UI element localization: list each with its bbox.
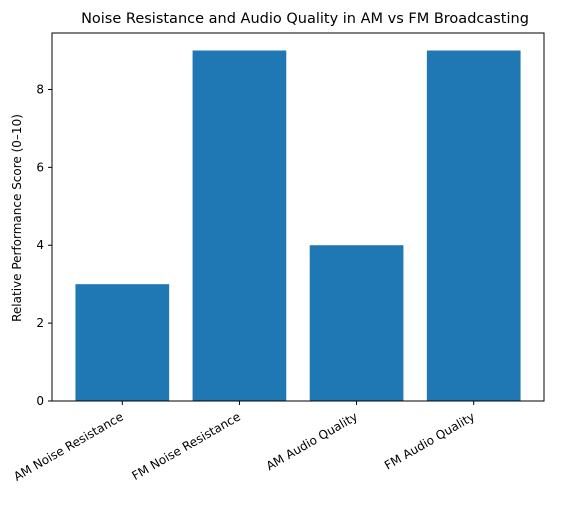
x-tick-label: FM Audio Quality [382,409,477,472]
y-axis: 0 2 4 6 8 [36,82,52,408]
y-axis-label: Relative Performance Score (0–10) [10,114,24,322]
y-tick-label: 8 [36,82,44,96]
y-tick-label: 4 [36,238,44,252]
bar-am-audio-quality [309,245,404,401]
bars-group [75,50,521,402]
y-tick-label: 6 [36,160,44,174]
x-tick-label: FM Noise Resistance [130,409,243,483]
x-tick-label: AM Noise Resistance [11,409,126,483]
bar-fm-noise-resistance [192,50,287,402]
bar-fm-audio-quality [426,50,521,402]
plot-frame [51,32,545,402]
y-tick-label: 2 [36,316,44,330]
y-tick-label: 0 [36,394,44,408]
bar-am-noise-resistance [75,284,170,401]
chart-title: Noise Resistance and Audio Quality in AM… [81,11,529,27]
x-axis: AM Noise Resistance FM Noise Resistance AM… [11,401,477,484]
x-tick-label: AM Audio Quality [264,409,360,473]
